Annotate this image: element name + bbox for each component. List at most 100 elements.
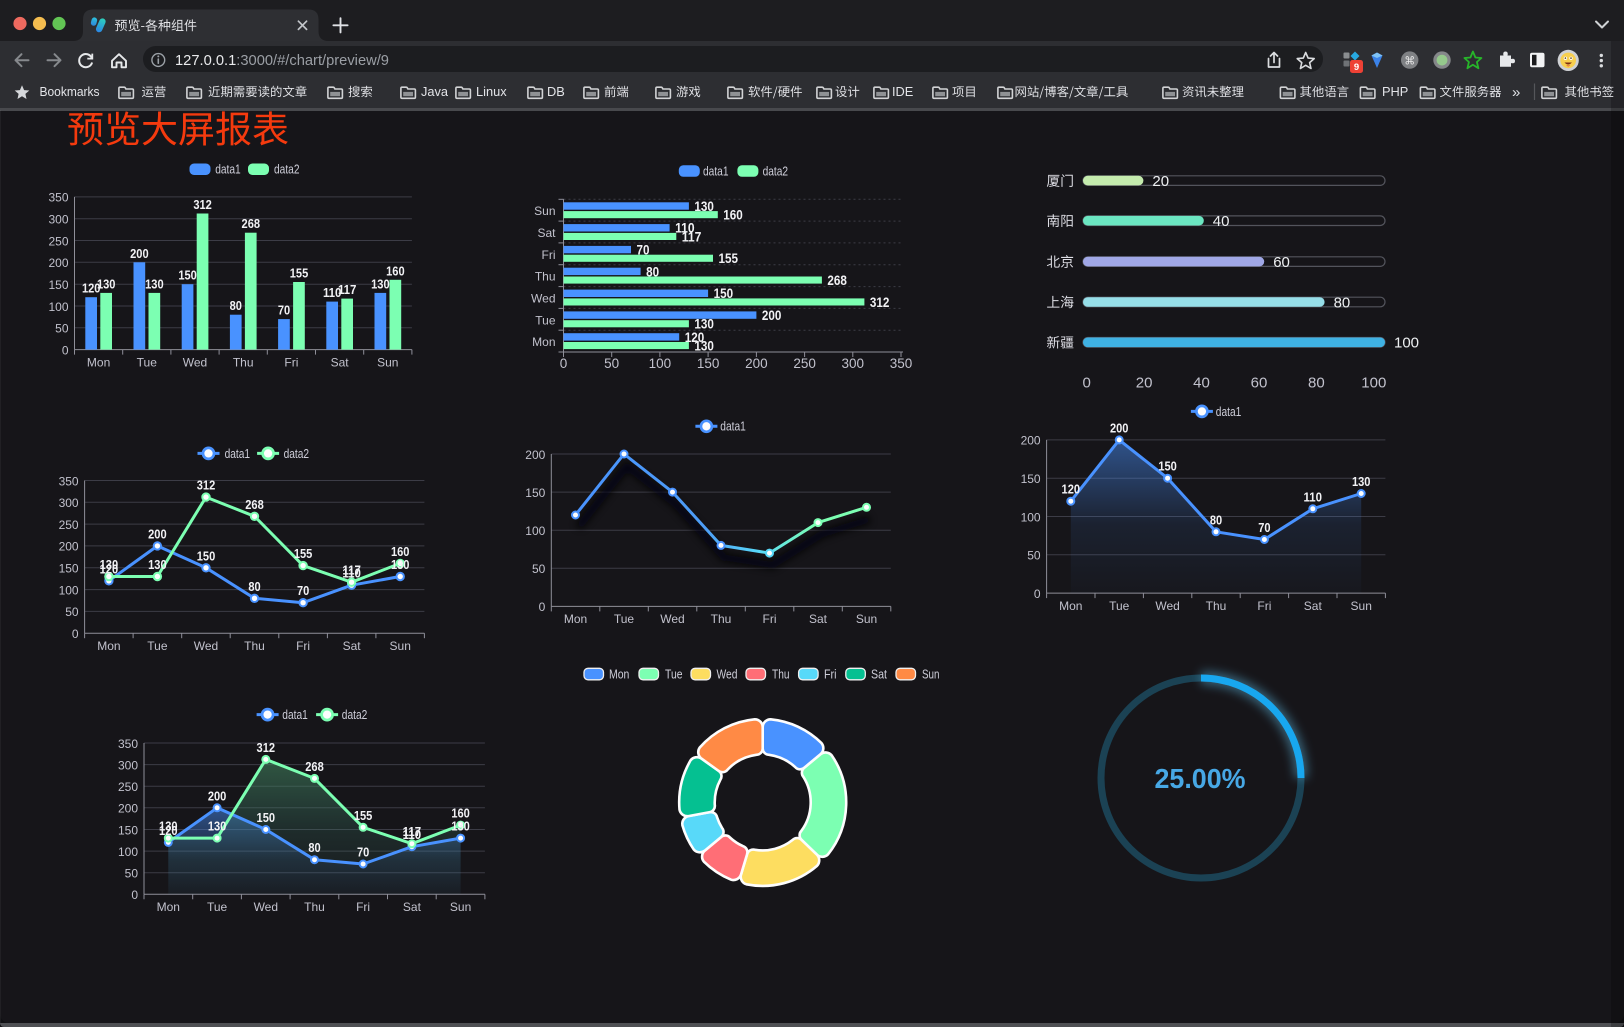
svg-text:150: 150 xyxy=(197,548,216,563)
svg-text:130: 130 xyxy=(694,316,714,332)
svg-text:50: 50 xyxy=(1027,549,1041,563)
svg-text:data1: data1 xyxy=(282,708,308,722)
svg-text:117: 117 xyxy=(338,282,357,297)
svg-text:0: 0 xyxy=(1034,587,1041,601)
svg-text:Thu: Thu xyxy=(711,612,732,626)
svg-text:155: 155 xyxy=(290,266,309,281)
svg-text:250: 250 xyxy=(793,356,816,371)
svg-text:155: 155 xyxy=(354,808,373,823)
svg-text:Sun: Sun xyxy=(534,204,555,218)
svg-text:data2: data2 xyxy=(763,165,789,179)
svg-text:Mon: Mon xyxy=(87,356,110,370)
svg-text:80: 80 xyxy=(248,579,260,594)
svg-text:130: 130 xyxy=(145,276,164,291)
svg-text:50: 50 xyxy=(65,605,79,619)
svg-text:Fri: Fri xyxy=(296,639,310,653)
svg-text:Fri: Fri xyxy=(356,900,370,914)
svg-text:80: 80 xyxy=(1334,294,1351,311)
svg-text:150: 150 xyxy=(118,823,138,837)
svg-text:117: 117 xyxy=(403,824,422,839)
svg-text:Wed: Wed xyxy=(183,356,207,370)
svg-text:110: 110 xyxy=(1304,489,1323,504)
svg-text:data2: data2 xyxy=(284,447,310,461)
svg-text:70: 70 xyxy=(1258,520,1270,535)
svg-text:Tue: Tue xyxy=(665,667,683,681)
svg-text:200: 200 xyxy=(208,788,227,803)
svg-text:312: 312 xyxy=(257,740,276,755)
svg-text:Wed: Wed xyxy=(254,900,278,914)
svg-text:70: 70 xyxy=(637,242,650,258)
svg-text:80: 80 xyxy=(1210,512,1222,527)
svg-text:Java: Java xyxy=(421,84,449,99)
svg-text:Linux: Linux xyxy=(476,84,507,99)
svg-text:Fri: Fri xyxy=(1257,599,1271,613)
svg-text:data1: data1 xyxy=(703,165,729,179)
svg-text:200: 200 xyxy=(525,448,545,462)
svg-text:data1: data1 xyxy=(215,163,241,177)
svg-text:Sat: Sat xyxy=(343,639,362,653)
svg-text:100: 100 xyxy=(48,300,68,314)
svg-text:Tue: Tue xyxy=(614,612,635,626)
svg-text:300: 300 xyxy=(48,213,68,227)
svg-text:data1: data1 xyxy=(720,420,746,434)
svg-text:100: 100 xyxy=(525,524,545,538)
svg-text:40: 40 xyxy=(1193,375,1210,392)
svg-text:Sat: Sat xyxy=(1304,599,1323,613)
svg-text:150: 150 xyxy=(178,268,197,283)
svg-text:130: 130 xyxy=(371,276,390,291)
svg-text:200: 200 xyxy=(130,246,149,261)
svg-text:Wed: Wed xyxy=(531,292,555,306)
svg-text:Sun: Sun xyxy=(922,667,940,681)
svg-text:Bookmarks: Bookmarks xyxy=(40,84,100,99)
svg-text:80: 80 xyxy=(646,263,659,279)
svg-text:160: 160 xyxy=(386,263,405,278)
svg-text:200: 200 xyxy=(1021,434,1041,448)
svg-text:120: 120 xyxy=(1062,482,1081,497)
svg-text:155: 155 xyxy=(719,250,739,266)
svg-text:20: 20 xyxy=(1136,375,1153,392)
svg-text:150: 150 xyxy=(257,810,276,825)
svg-text:130: 130 xyxy=(97,276,116,291)
svg-text:70: 70 xyxy=(297,583,309,598)
svg-text:9: 9 xyxy=(1354,62,1359,73)
svg-text:0: 0 xyxy=(539,600,546,614)
svg-text:Sun: Sun xyxy=(390,639,411,653)
svg-text:120: 120 xyxy=(100,561,119,576)
svg-text:Tue: Tue xyxy=(1109,599,1130,613)
svg-text:350: 350 xyxy=(118,737,138,751)
svg-text:130: 130 xyxy=(208,819,227,834)
svg-text:160: 160 xyxy=(451,806,470,821)
svg-text:130: 130 xyxy=(148,557,167,572)
svg-text:100: 100 xyxy=(1021,510,1041,524)
svg-text:200: 200 xyxy=(48,256,68,270)
svg-text:Fri: Fri xyxy=(284,356,298,370)
svg-text:100: 100 xyxy=(649,356,672,371)
svg-text:Thu: Thu xyxy=(535,270,556,284)
svg-text:200: 200 xyxy=(59,540,79,554)
svg-text:100: 100 xyxy=(59,583,79,597)
svg-text:Sat: Sat xyxy=(537,226,556,240)
svg-text:300: 300 xyxy=(842,356,865,371)
svg-text:40: 40 xyxy=(1213,213,1230,230)
svg-text:Tue: Tue xyxy=(207,900,228,914)
svg-text:268: 268 xyxy=(245,497,264,512)
svg-text:Wed: Wed xyxy=(660,612,684,626)
svg-text:data1: data1 xyxy=(1216,405,1242,419)
svg-text:20: 20 xyxy=(1152,173,1169,190)
svg-text:130: 130 xyxy=(694,337,714,353)
svg-text:Tue: Tue xyxy=(137,356,158,370)
svg-text:120: 120 xyxy=(159,823,178,838)
svg-text:Sun: Sun xyxy=(856,612,877,626)
svg-text:Wed: Wed xyxy=(717,667,738,681)
svg-text:200: 200 xyxy=(1110,420,1129,435)
svg-text:Sun: Sun xyxy=(377,356,398,370)
svg-text:200: 200 xyxy=(118,802,138,816)
svg-text:268: 268 xyxy=(827,272,847,288)
svg-text:200: 200 xyxy=(148,526,167,541)
svg-text:»: » xyxy=(1512,84,1520,101)
svg-text:312: 312 xyxy=(193,197,212,212)
svg-text:110: 110 xyxy=(403,827,422,842)
svg-text:130: 130 xyxy=(100,557,119,572)
svg-text:200: 200 xyxy=(762,307,782,323)
svg-text:350: 350 xyxy=(48,191,68,205)
